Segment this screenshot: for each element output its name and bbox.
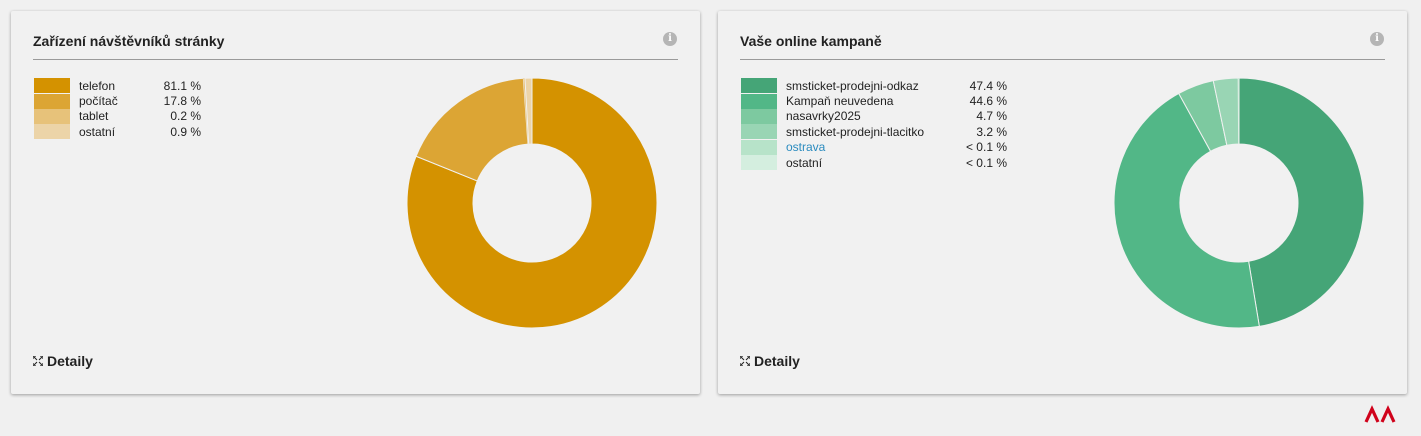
details-link[interactable]: Detaily <box>740 353 800 369</box>
details-label: Detaily <box>47 353 93 369</box>
legend: telefon 81.1 % počítač 17.8 % tablet 0.2 % ost… <box>34 78 201 140</box>
legend-label[interactable]: ostrava <box>786 140 826 155</box>
legend-value: 81.1 % <box>163 78 201 93</box>
donut-slice-ostrava[interactable] <box>1238 78 1239 145</box>
donut-slice-smsticket-prodejni-odkaz[interactable] <box>1238 77 1365 327</box>
legend-item[interactable]: smsticket-prodejni-odkaz 47.4 % <box>741 78 1007 94</box>
legend-swatch <box>741 93 777 109</box>
legend-label: nasavrky2025 <box>786 109 861 124</box>
title-divider <box>33 59 678 60</box>
info-icon[interactable]: i <box>1370 32 1384 46</box>
legend-label: smsticket-prodejni-odkaz <box>786 78 919 93</box>
details-link[interactable]: Detaily <box>33 353 93 369</box>
legend-item[interactable]: ostrava < 0.1 % <box>741 139 1007 155</box>
legend-label: tablet <box>79 109 109 124</box>
legend-value: 3.2 % <box>976 124 1007 139</box>
legend-item[interactable]: Kampaň neuvedena 44.6 % <box>741 93 1007 109</box>
legend-value: 4.7 % <box>976 109 1007 124</box>
card-title: Vaše online kampaně <box>740 33 882 49</box>
expand-icon <box>33 356 43 366</box>
legend-value: 44.6 % <box>969 94 1007 109</box>
donut-chart <box>406 77 658 329</box>
legend-item[interactable]: ostatní 0.9 % <box>34 124 201 140</box>
legend-item[interactable]: nasavrky2025 4.7 % <box>741 108 1007 124</box>
legend-value: 0.9 % <box>170 124 201 139</box>
legend-label: Kampaň neuvedena <box>786 94 894 109</box>
devices-card: Zařízení návštěvníků stránky i telefon 81… <box>11 11 700 394</box>
legend-swatch <box>741 108 777 124</box>
legend-item[interactable]: ostatní < 0.1 % <box>741 155 1007 171</box>
legend-value: 0.2 % <box>170 109 201 124</box>
legend-swatch <box>34 108 70 124</box>
legend-swatch <box>34 124 70 140</box>
card-title: Zařízení návštěvníků stránky <box>33 33 225 49</box>
campaigns-card: Vaše online kampaně i smsticket-prodejni… <box>718 11 1407 394</box>
donut-chart <box>1113 77 1365 329</box>
legend-item[interactable]: počítač 17.8 % <box>34 93 201 109</box>
donut-slice-kampa-neuvedena[interactable] <box>1113 92 1260 329</box>
legend: smsticket-prodejni-odkaz 47.4 % Kampaň neu… <box>741 78 1007 171</box>
legend-value: 47.4 % <box>969 78 1007 93</box>
brand-logo <box>1364 405 1396 423</box>
legend-swatch <box>741 78 777 94</box>
legend-label: ostatní <box>786 155 823 170</box>
legend-swatch <box>34 93 70 109</box>
legend-item[interactable]: telefon 81.1 % <box>34 78 201 94</box>
donut-slice-ostatn-[interactable] <box>524 77 533 145</box>
legend-item[interactable]: smsticket-prodejni-tlacitko 3.2 % <box>741 124 1007 140</box>
legend-value: < 0.1 % <box>965 140 1007 155</box>
title-divider <box>740 59 1385 60</box>
legend-swatch <box>34 78 70 94</box>
legend-swatch <box>741 155 777 171</box>
donut-slice-telefon[interactable] <box>406 77 658 329</box>
donut-slice-po-ta-[interactable] <box>415 77 529 182</box>
legend-label: počítač <box>79 94 118 109</box>
info-icon[interactable]: i <box>663 32 677 46</box>
legend-label: smsticket-prodejni-tlacitko <box>786 124 925 139</box>
legend-item[interactable]: tablet 0.2 % <box>34 108 201 124</box>
details-label: Detaily <box>754 353 800 369</box>
donut-slice-smsticket-prodejni-tlacitko[interactable] <box>1212 77 1240 146</box>
expand-icon <box>740 356 750 366</box>
legend-swatch <box>741 124 777 140</box>
legend-value: 17.8 % <box>163 94 201 109</box>
legend-value: < 0.1 % <box>965 155 1007 170</box>
legend-label: telefon <box>79 78 116 93</box>
legend-label: ostatní <box>79 124 116 139</box>
legend-swatch <box>741 139 777 155</box>
